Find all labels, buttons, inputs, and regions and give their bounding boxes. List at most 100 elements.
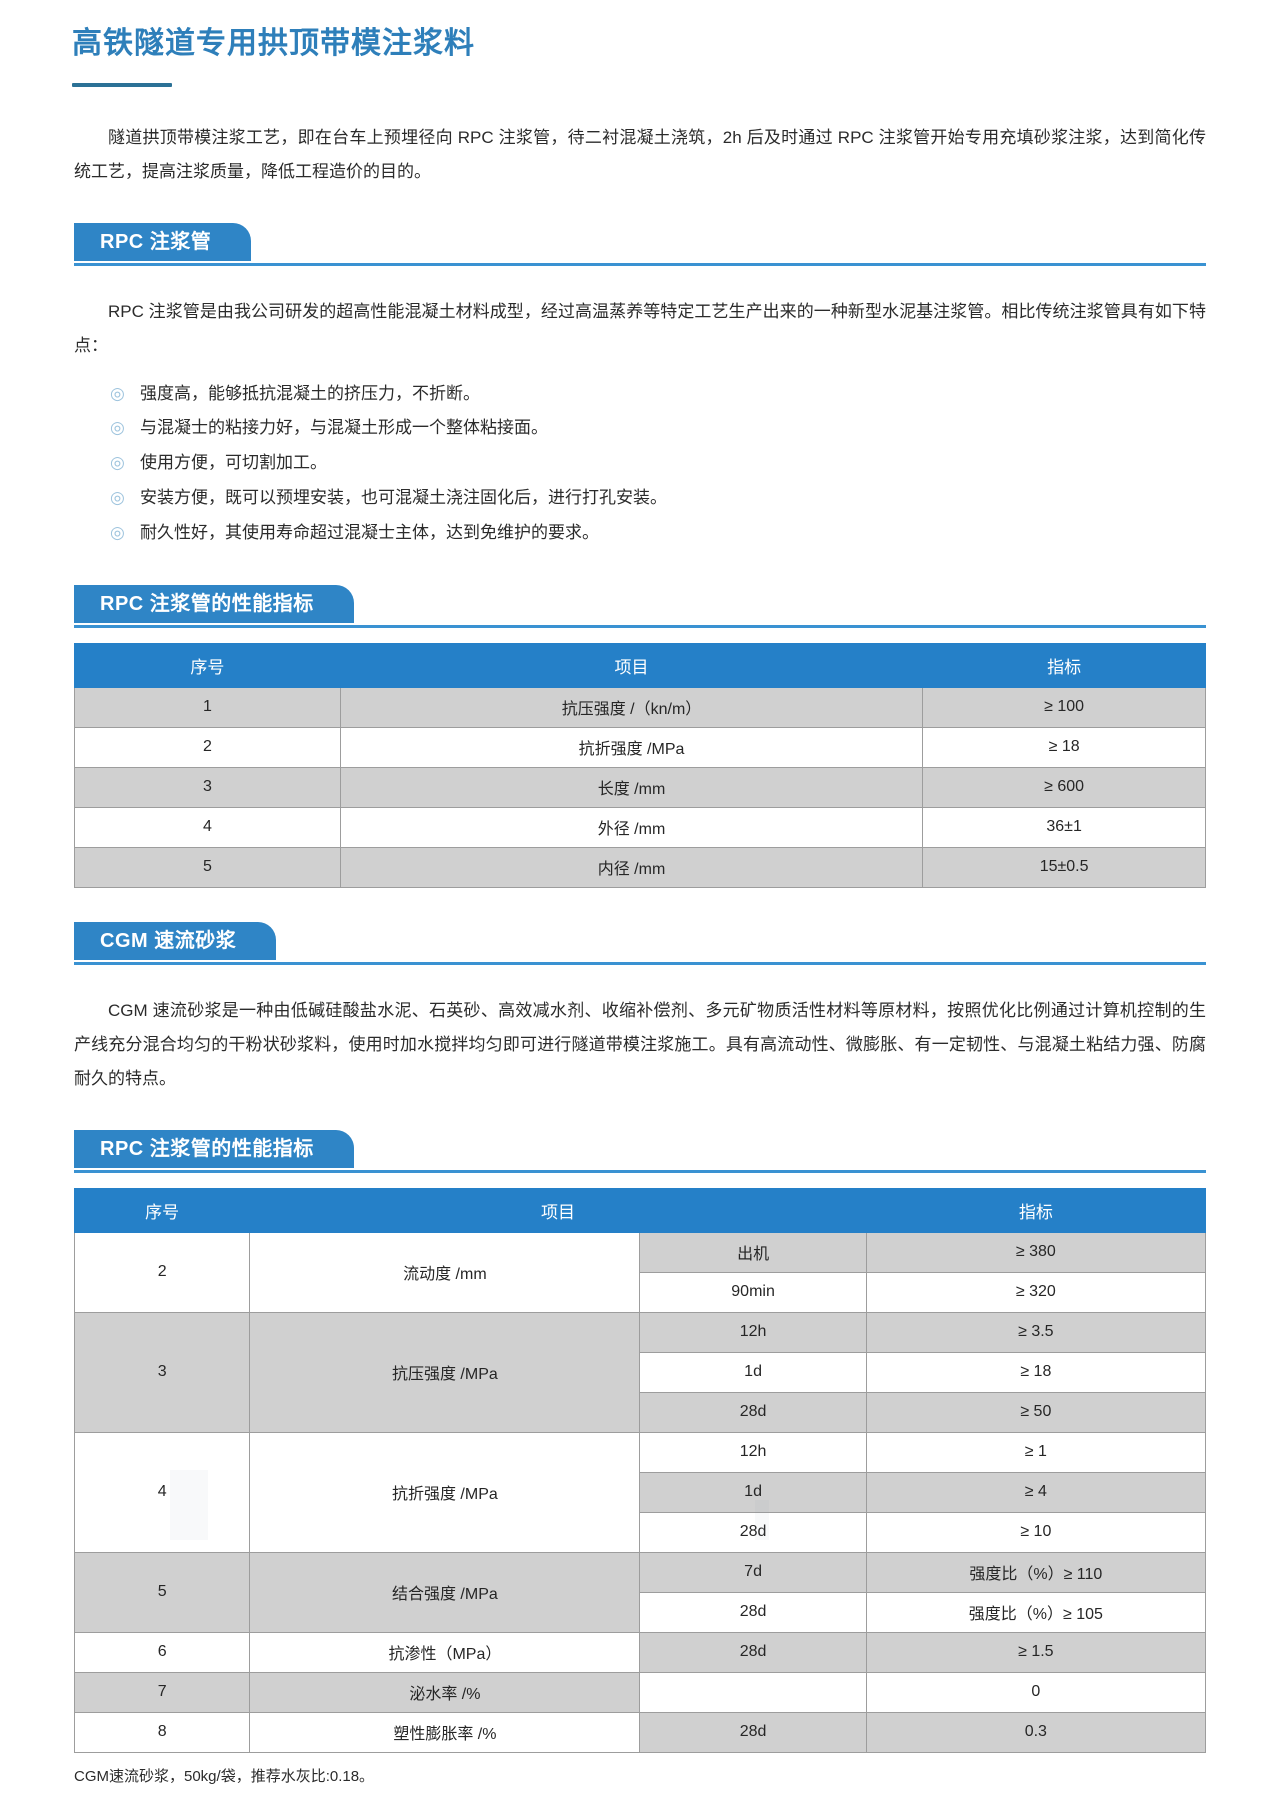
table-row: 5 内径 /mm 15±0.5 — [74, 846, 1206, 888]
cell-no: 3 — [74, 766, 341, 808]
cell-condition: 90min — [639, 1271, 867, 1313]
table-row: 4 抗折强度 /MPa 12h ≥ 1 — [73, 1431, 1207, 1553]
section-badge-cgm: CGM 速流砂浆 — [74, 921, 277, 960]
cell-item: 长度 /mm — [339, 766, 924, 808]
column-header-no: 序号 — [74, 642, 341, 688]
cell-value: ≥ 100 — [922, 686, 1206, 728]
cell-value: 强度比（%）≥ 110 — [865, 1551, 1207, 1593]
column-header-no: 序号 — [73, 1187, 251, 1233]
cell-no: 3 — [73, 1311, 251, 1433]
cell-condition: 12h — [639, 1431, 867, 1473]
cell-value: ≥ 600 — [922, 766, 1206, 808]
table-row: 3 抗压强度 /MPa 12h ≥ 3.5 — [73, 1311, 1207, 1433]
ring-bullet-icon: ◎ — [110, 383, 125, 403]
section-rule — [74, 961, 1206, 965]
column-header-item: 项目 — [249, 1187, 867, 1233]
cell-no: 4 — [73, 1431, 251, 1553]
cell-item: 抗压强度 /（kn/m） — [339, 686, 924, 728]
section-rule — [74, 1169, 1206, 1173]
cell-no: 1 — [74, 686, 341, 728]
cell-value: ≥ 50 — [865, 1391, 1207, 1433]
section-header-rpc-spec: RPC 注浆管的性能指标 — [74, 584, 1206, 628]
cell-condition: 出机 — [639, 1231, 867, 1273]
cell-no: 2 — [74, 726, 341, 768]
list-item: ◎ 安装方便，既可以预埋安装，也可混凝土浇注固化后，进行打孔安装。 — [110, 481, 1206, 516]
cell-item: 抗折强度 /MPa — [249, 1431, 641, 1553]
list-item: ◎ 耐久性好，其使用寿命超过混凝士主体，达到免维护的要求。 — [110, 516, 1206, 551]
table-rpc-specs: 序号 项目 指标 1 抗压强度 /（kn/m） ≥ 100 2 抗折强度 /MPa ≥ 1… — [74, 642, 1206, 888]
cell-item: 结合强度 /MPa — [249, 1551, 641, 1633]
table-row: 1d ≥ 4 — [75, 1471, 1207, 1513]
cgm-paragraph: CGM 速流砂浆是一种由低碱硅酸盐水泥、石英砂、高效减水剂、收缩补偿剂、多元矿物… — [74, 1000, 1206, 1088]
cell-value: ≥ 3.5 — [865, 1311, 1207, 1353]
table-row: 1d ≥ 18 — [75, 1351, 1207, 1393]
cell-condition: 1d — [639, 1351, 867, 1393]
cell-condition: 28d — [639, 1391, 867, 1433]
cell-item: 外径 /mm — [339, 806, 924, 848]
cell-value: ≥ 4 — [865, 1471, 1207, 1513]
rpc-feature-list: ◎ 强度高，能够抵抗混凝土的挤压力，不折断。 ◎ 与混凝士的粘接力好，与混凝土形成一个… — [74, 377, 1206, 551]
cell-no: 6 — [73, 1631, 251, 1673]
section-badge-cgm-spec: RPC 注浆管的性能指标 — [74, 1129, 354, 1168]
cell-condition: 28d — [639, 1511, 867, 1553]
column-header-value: 指标 — [865, 1187, 1207, 1233]
cell-item: 塑性膨胀率 /% — [249, 1711, 641, 1753]
cell-condition: 12h — [639, 1311, 867, 1353]
cell-value: 36±1 — [922, 806, 1206, 848]
section-rule — [74, 624, 1206, 628]
section-badge-rpc: RPC 注浆管 — [74, 222, 252, 261]
cell-condition: 28d — [639, 1631, 867, 1673]
cell-value: ≥ 18 — [922, 726, 1206, 768]
cell-item: 流动度 /mm — [249, 1231, 641, 1313]
cell-condition: 28d — [639, 1711, 867, 1753]
table-row: 1 抗压强度 /（kn/m） ≥ 100 — [74, 686, 1206, 728]
section-header-cgm: CGM 速流砂浆 — [74, 921, 1206, 965]
cell-value: ≥ 1 — [865, 1431, 1207, 1473]
cell-item: 内径 /mm — [339, 846, 924, 888]
intro-paragraph: 隧道拱顶带模注浆工艺，即在台车上预埋径向 RPC 注浆管，待二衬混凝土浇筑，2h… — [74, 127, 1206, 181]
cell-item: 抗压强度 /MPa — [249, 1311, 641, 1433]
rpc-paragraph: RPC 注浆管是由我公司研发的超高性能混凝土材料成型，经过高温蒸养等特定工艺生产… — [74, 301, 1206, 355]
ring-bullet-icon: ◎ — [110, 418, 125, 438]
table-row: 7 泌水率 /% 0 — [73, 1671, 1207, 1713]
cell-no: 7 — [73, 1671, 251, 1713]
cell-value: 15±0.5 — [922, 846, 1206, 888]
table-row: 8 塑性膨胀率 /% 28d 0.3 — [73, 1711, 1207, 1753]
table-row: 2 抗折强度 /MPa ≥ 18 — [74, 726, 1206, 768]
cell-value: ≥ 380 — [865, 1231, 1207, 1273]
cell-value: ≥ 18 — [865, 1351, 1207, 1393]
section-header-rpc: RPC 注浆管 — [74, 222, 1206, 266]
list-item-label: 强度高，能够抵抗混凝土的挤压力，不折断。 — [140, 383, 480, 403]
list-item-label: 与混凝士的粘接力好，与混凝土形成一个整体粘接面。 — [140, 418, 548, 438]
column-header-item: 项目 — [339, 642, 924, 688]
section-header-cgm-spec: RPC 注浆管的性能指标 — [74, 1129, 1206, 1173]
ring-bullet-icon: ◎ — [110, 522, 125, 542]
cell-item: 泌水率 /% — [249, 1671, 641, 1713]
column-header-value: 指标 — [922, 642, 1206, 688]
cell-value: ≥ 10 — [865, 1511, 1207, 1553]
cell-no: 2 — [73, 1231, 251, 1313]
ring-bullet-icon: ◎ — [110, 488, 125, 508]
cell-condition — [639, 1671, 867, 1713]
table-row: 6 抗渗性（MPa） 28d ≥ 1.5 — [73, 1631, 1207, 1673]
table-row: 4 外径 /mm 36±1 — [74, 806, 1206, 848]
cell-item: 抗渗性（MPa） — [249, 1631, 641, 1673]
table-header-row: 序号 项目 指标 — [73, 1187, 1207, 1233]
list-item-label: 使用方便，可切割加工。 — [140, 453, 327, 473]
table-row: 2 流动度 /mm 出机 ≥ 380 — [73, 1231, 1207, 1313]
list-item-label: 安装方便，既可以预埋安装，也可混凝土浇注固化后，进行打孔安装。 — [140, 488, 667, 508]
table-row: 3 长度 /mm ≥ 600 — [74, 766, 1206, 808]
list-item: ◎ 使用方便，可切割加工。 — [110, 446, 1206, 481]
cell-value: ≥ 1.5 — [865, 1631, 1207, 1673]
cell-condition: 7d — [639, 1551, 867, 1593]
table-row: 90min ≥ 320 — [75, 1271, 1207, 1313]
section-badge-rpc-spec: RPC 注浆管的性能指标 — [74, 584, 354, 623]
cell-no: 5 — [74, 846, 341, 888]
table-cgm-specs: 序号 项目 指标 2 流动度 /mm 出机 ≥ 380 90min ≥ 320 3 抗压强度 … — [73, 1187, 1207, 1753]
section-rule — [74, 262, 1206, 266]
title-underline-rule — [72, 82, 172, 87]
page-title: 高铁隧道专用拱顶带模注浆料 — [72, 27, 475, 60]
cell-value: 0.3 — [865, 1711, 1207, 1753]
cell-no: 5 — [73, 1551, 251, 1633]
cell-value: 强度比（%）≥ 105 — [865, 1591, 1207, 1633]
